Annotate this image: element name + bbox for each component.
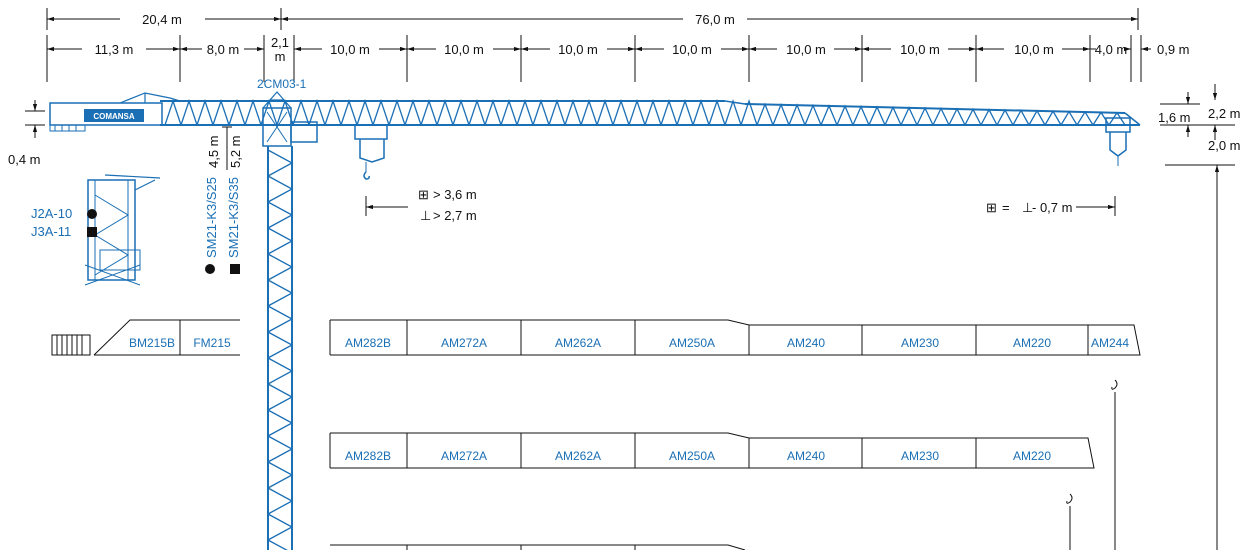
jib-section: AM240 [787, 449, 825, 463]
jib-section: AM262A [555, 449, 601, 463]
jib-tip-height-dims: 1,6 m 2,2 m 2,0 m [1158, 84, 1241, 550]
single-hook-icon: ⊥ [420, 208, 431, 223]
ballast-legend: J2A-10 J3A-11 [31, 206, 97, 239]
tower-top-height-dim: 4,5 m 5,2 m [206, 126, 243, 170]
segment-label: 4,0 m [1095, 42, 1128, 57]
double-hook-icon: ⊞ [418, 187, 429, 202]
counter-jib-config: BM215B FM215 [51, 319, 240, 356]
tower-top: 2CM03-1 [257, 77, 318, 147]
counter-jib-section: FM215 [193, 336, 231, 350]
tip-hook [1105, 117, 1131, 166]
segment-label: 10,0 m [1014, 42, 1054, 57]
segment-label: 10,0 m [444, 42, 484, 57]
trolley [354, 124, 388, 180]
jib-total-length: 76,0 m [695, 12, 735, 27]
single-hook-icon: ⊥ [1022, 200, 1033, 215]
jib-section: AM282B [345, 449, 391, 463]
single-hook-note: > 2,7 m [433, 208, 477, 223]
segment-label: 10,0 m [786, 42, 826, 57]
counter-jib-section: BM215B [129, 336, 175, 350]
ballast-a-label: J2A-10 [31, 206, 72, 221]
double-hook-note: > 3,6 m [433, 187, 477, 202]
jib-section: AM272A [441, 336, 487, 350]
jib-section: AM240 [787, 336, 825, 350]
counter-jib: COMANSA [49, 92, 181, 132]
dimension-row-segments: 11,3 m 8,0 m 2,1 m 10,0 m 10,0 m 10,0 m … [46, 35, 1190, 82]
tower-mast [267, 146, 294, 550]
jib-height-3: 2,0 m [1208, 138, 1241, 153]
segment-label: 10,0 m [558, 42, 598, 57]
jib-config-row-1: AM282B AM272A AM262A AM250A AM240 AM230 … [329, 319, 1141, 356]
counter-jib-total-length: 20,4 m [142, 12, 182, 27]
jib-section: AM230 [901, 336, 939, 350]
comansa-logo [84, 109, 144, 122]
jib-section: AM230 [901, 449, 939, 463]
top-section-label: 2CM03-1 [257, 77, 307, 91]
tip-note-eq: = [1002, 200, 1010, 215]
jib-section: AM220 [1013, 449, 1051, 463]
tip-note-text: - 0,7 m [1032, 200, 1072, 215]
jib-section: AM250A [669, 336, 715, 350]
jib-section: AM272A [441, 449, 487, 463]
jib-section: AM250A [669, 449, 715, 463]
jib-config-row-3 [330, 544, 746, 550]
dimension-row-totals: 20,4 m 76,0 m [46, 8, 1139, 30]
brand-label: COMANSA [93, 112, 135, 121]
jib-section: AM282B [345, 336, 391, 350]
segment-label: 0,9 m [1157, 42, 1190, 57]
segment-label: 10,0 m [330, 42, 370, 57]
counter-jib-height-label: 0,4 m [8, 152, 41, 167]
segment-label: 10,0 m [672, 42, 712, 57]
mast-type-a: SM21-K3/S25 [204, 177, 219, 258]
jib-section: AM244 [1091, 336, 1129, 350]
jib-section: AM262A [555, 336, 601, 350]
jib-height-2: 2,2 m [1208, 106, 1241, 121]
tower-top-height-a: 4,5 m [206, 135, 221, 168]
mast-type-b: SM21-K3/S35 [226, 177, 241, 258]
double-hook-icon: ⊞ [986, 200, 997, 215]
segment-label: 8,0 m [207, 42, 240, 57]
segment-label: 11,3 m [95, 42, 134, 57]
hook-lines [1066, 379, 1118, 550]
jib-height-1: 1,6 m [1158, 110, 1191, 125]
ballast-figure [84, 174, 161, 286]
ballast-b-label: J3A-11 [31, 224, 71, 239]
jib-section: AM220 [1013, 336, 1051, 350]
segment-unit: m [275, 49, 286, 64]
segment-label: 2,1 [271, 35, 289, 50]
mast-labels: SM21-K3/S25 SM21-K3/S35 [204, 177, 241, 274]
tower-top-height-b: 5,2 m [228, 135, 243, 168]
trolley-note: ⊞ > 3,6 m ⊥ > 2,7 m [365, 187, 477, 223]
segment-label: 10,0 m [900, 42, 940, 57]
tip-note: ⊞ = ⊥ - 0,7 m [986, 196, 1116, 216]
jib-config-row-2: AM282B AM272A AM262A AM250A AM240 AM230 … [329, 432, 1095, 469]
counter-jib-height-dim: 0,4 m [8, 100, 45, 167]
